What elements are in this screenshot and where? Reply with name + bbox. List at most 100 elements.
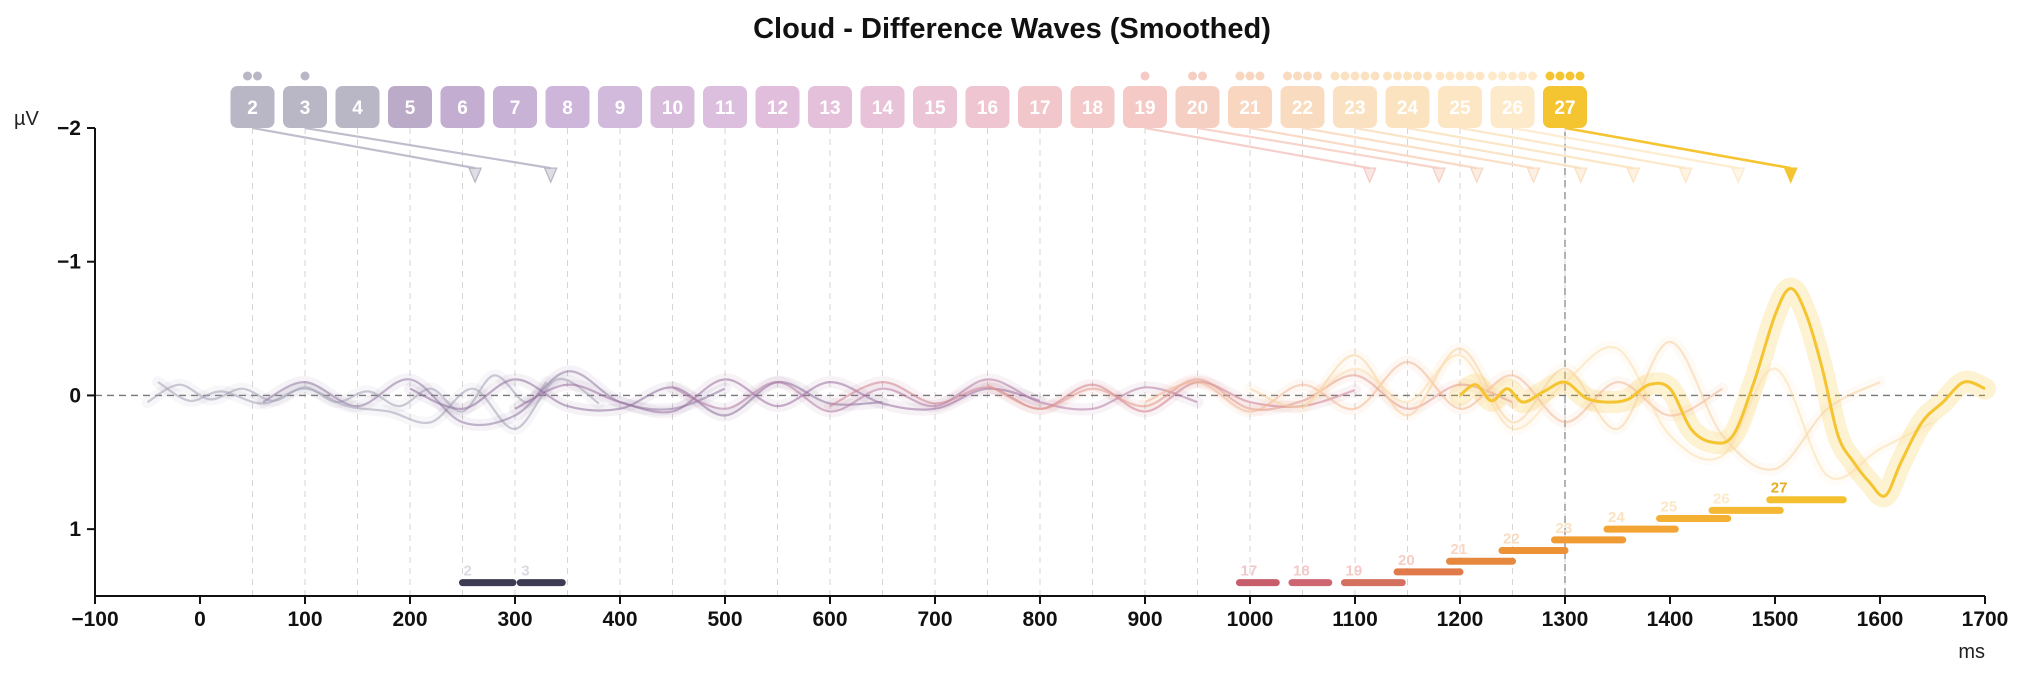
condition-box-23 [1333,86,1377,128]
condition-dot-27-1 [1545,71,1555,81]
x-tick-label-800: 800 [1022,608,1057,631]
wave-line-2 [146,374,548,413]
condition-dot-22-4 [1313,71,1322,81]
significance-bar-label-21: 21 [1451,541,1468,558]
peak-marker-22 [1526,167,1541,184]
condition-box-label-6: 6 [457,98,468,119]
condition-box-layer: 2 3 4 5 6 7 8 9 10 11 12 13 14 15 16 17 18 19 20 21 22 23 24 25… [230,71,1587,128]
condition-box-label-26: 26 [1502,98,1523,119]
condition-dot-21-2 [1245,71,1255,81]
condition-box-20 [1175,86,1220,128]
wave-line-23 [1144,360,1724,424]
x-tick-label-400: 400 [602,608,637,631]
condition-dot-26-3 [1508,71,1517,81]
condition-box-label-24: 24 [1397,98,1419,119]
condition-box-18 [1070,86,1115,128]
condition-box-27 [1543,86,1587,128]
condition-box-label-4: 4 [352,98,363,119]
y-axis-label: µV [14,108,40,130]
peak-pointer-25 [1459,126,1686,170]
y-tick-label-0: 0 [69,384,81,407]
significance-bar-label-23: 23 [1556,520,1573,537]
condition-dot-25-5 [1475,71,1485,81]
peak-pointer-22 [1302,126,1534,170]
condition-dot-23-1 [1330,71,1340,81]
condition-dot-23-5 [1370,71,1380,81]
peak-marker-2 [468,167,483,184]
condition-box-label-16: 16 [977,98,998,119]
condition-dot-25-3 [1455,71,1465,81]
condition-box-4 [335,86,380,128]
condition-box-5 [388,86,432,128]
wave-line-26 [1301,345,1933,480]
significance-bar-label-18: 18 [1293,563,1310,580]
condition-box-12 [755,86,800,128]
condition-dot-25-1 [1435,71,1445,81]
peak-pointer-19 [1144,126,1370,170]
condition-dot-24-4 [1413,71,1422,81]
peak-pointer-27 [1564,126,1791,170]
x-tick-label-700: 700 [917,608,952,631]
condition-box-7 [493,86,537,128]
condition-dot-20-1 [1188,71,1197,81]
condition-box-6 [440,86,485,128]
peak-pointer-layer [252,126,1798,184]
x-tick-label-200: 200 [392,608,427,631]
peak-marker-21 [1469,167,1484,184]
condition-box-label-3: 3 [300,98,311,119]
y-tick-label-1: 1 [69,518,81,541]
condition-box-22 [1280,86,1325,128]
condition-box-label-15: 15 [924,98,946,119]
condition-box-label-22: 22 [1292,98,1313,119]
significance-bar-label-25: 25 [1661,498,1678,515]
significance-bar-label-27: 27 [1771,480,1788,497]
significance-bar-label-2: 2 [464,563,472,580]
wave-line-17 [829,380,1356,413]
condition-box-10 [650,86,695,128]
condition-box-label-13: 13 [819,98,840,119]
x-tick-label-0: 0 [194,608,206,631]
condition-dot-24-2 [1393,71,1402,81]
x-tick-label-1500: 1500 [1752,608,1799,631]
x-tick-label-1300: 1300 [1542,608,1589,631]
condition-dot-25-2 [1445,71,1455,81]
condition-dot-21-1 [1235,71,1245,81]
wave-line-27 [1459,287,1986,498]
condition-dot-24-1 [1383,71,1392,81]
condition-dot-2-1 [243,71,252,81]
condition-box-15 [913,86,957,128]
condition-box-label-11: 11 [715,98,736,119]
condition-box-11 [703,86,747,128]
condition-dot-22-3 [1303,71,1312,81]
x-tick-label-1700: 1700 [1962,608,2009,631]
peak-marker-23 [1573,167,1588,184]
condition-dot-24-5 [1423,71,1432,81]
condition-dot-26-4 [1518,71,1527,81]
condition-box-label-27: 27 [1554,98,1575,119]
y-tick-label--2: −2 [57,117,81,140]
x-tick-label-1100: 1100 [1332,608,1378,631]
x-tick-label-1400: 1400 [1647,608,1694,631]
condition-dot-27-2 [1555,71,1565,81]
condition-box-26 [1490,86,1535,128]
condition-box-16 [965,86,1010,128]
condition-dot-26-1 [1488,71,1497,81]
condition-dot-24-3 [1403,71,1412,81]
x-tick-label-1000: 1000 [1227,608,1274,631]
wave-line-8 [409,378,883,417]
condition-dot-22-2 [1293,71,1302,81]
condition-box-label-20: 20 [1187,98,1208,119]
condition-dot-3-1 [300,71,310,81]
x-tick-label-1200: 1200 [1437,608,1484,631]
peak-pointer-23 [1354,126,1581,170]
condition-box-17 [1018,86,1062,128]
peak-pointer-21 [1249,126,1477,170]
significance-bar-label-24: 24 [1608,509,1625,526]
condition-box-14 [860,86,905,128]
condition-box-label-7: 7 [510,98,521,119]
condition-box-9 [598,86,642,128]
peak-marker-3 [543,167,558,184]
condition-box-25 [1438,86,1482,128]
